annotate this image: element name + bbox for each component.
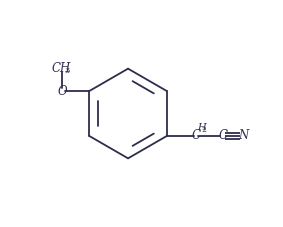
Text: C: C (218, 129, 228, 142)
Text: H: H (197, 123, 206, 132)
Text: O: O (57, 85, 67, 98)
Text: C: C (192, 129, 201, 142)
Text: 3: 3 (65, 67, 70, 75)
Text: 2: 2 (202, 126, 207, 134)
Text: CH: CH (52, 62, 71, 75)
Text: N: N (238, 129, 248, 142)
